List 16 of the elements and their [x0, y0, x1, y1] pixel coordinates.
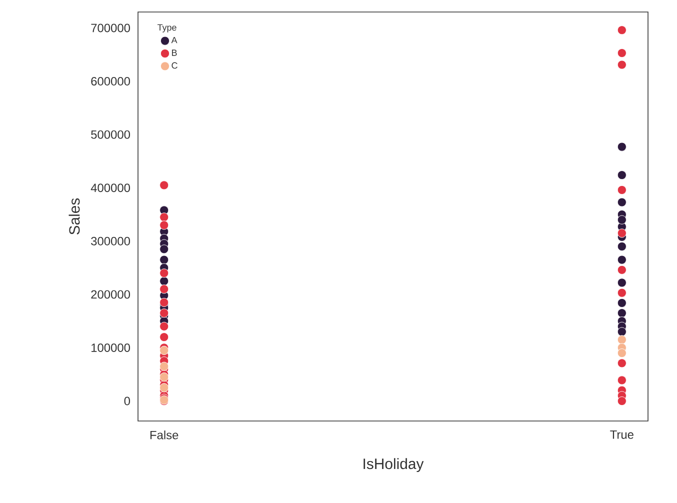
y-tick-label: 600000	[91, 77, 130, 86]
y-tick-label: 400000	[90, 184, 130, 192]
legend-label: C	[172, 62, 178, 69]
x-tick-label: False	[150, 430, 178, 440]
y-tick-label: 300000	[91, 236, 130, 246]
legend-label: A	[171, 37, 178, 44]
x-axis-title: IsHoliday	[364, 458, 424, 472]
legend-label: B	[172, 50, 177, 56]
x-tick-label: True	[610, 430, 634, 439]
y-axis-title: Sales	[68, 198, 80, 235]
y-tick-label: 500000	[91, 130, 130, 139]
y-tick-label: 0	[124, 396, 130, 406]
y-tick-label: 200000	[91, 290, 130, 299]
legend-title: Type	[157, 24, 176, 32]
y-tick-label: 700000	[91, 24, 130, 32]
y-tick-label: 100000	[91, 343, 130, 352]
